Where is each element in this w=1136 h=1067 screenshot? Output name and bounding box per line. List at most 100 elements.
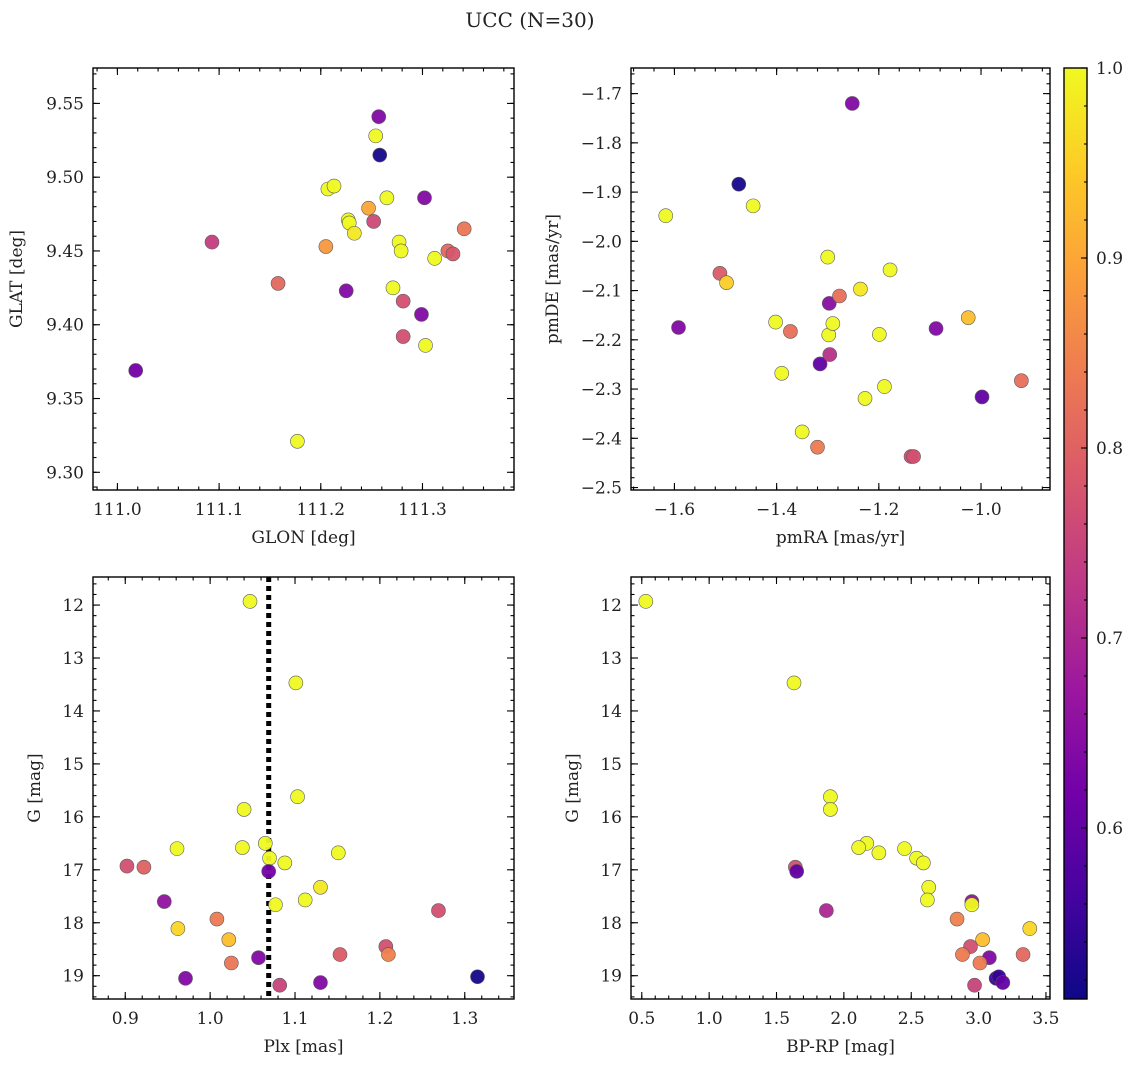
panel-bprp-g: 0.5 1.0 1.5 2.0 2.5 3.0 3.5 12 13 14 15 16 17 18 19 BP-… bbox=[563, 576, 1059, 1057]
y-tick-label: 18 bbox=[62, 914, 84, 934]
scatter-point bbox=[906, 449, 921, 464]
scatter-point bbox=[810, 439, 825, 455]
scatter-point bbox=[995, 975, 1011, 990]
scatter-point bbox=[920, 892, 935, 908]
scatter-point bbox=[928, 321, 944, 336]
scatter-point bbox=[745, 198, 761, 214]
x-axis-label: BP-RP [mag] bbox=[786, 1037, 895, 1057]
scatter-point bbox=[313, 975, 328, 990]
scatter-point bbox=[290, 789, 305, 805]
scatter-point bbox=[972, 955, 988, 971]
y-tick-label: 12 bbox=[62, 596, 84, 616]
colorbar-tick-label: 0.7 bbox=[1096, 629, 1123, 649]
scatter-point bbox=[288, 675, 304, 691]
x-tick-label: 0.5 bbox=[628, 1009, 655, 1029]
scatter-point bbox=[949, 911, 965, 927]
scatter-point bbox=[270, 276, 286, 291]
scatter-point bbox=[456, 221, 472, 237]
scatter-point bbox=[318, 239, 334, 254]
scatter-point bbox=[916, 855, 931, 871]
scatter-point bbox=[768, 314, 783, 330]
x-tick-label: 1.0 bbox=[197, 1009, 224, 1029]
scatter-point bbox=[332, 947, 348, 962]
scatter-point bbox=[822, 347, 838, 362]
x-tick-label: 1.0 bbox=[696, 1009, 723, 1029]
y-tick-label: −2.2 bbox=[581, 331, 622, 351]
y-tick-label: 17 bbox=[62, 861, 84, 881]
y-tick-label: 17 bbox=[600, 861, 622, 881]
scatter-point bbox=[794, 424, 810, 440]
scatter-point bbox=[268, 897, 283, 913]
scatter-point bbox=[819, 903, 834, 918]
scatter-point bbox=[417, 190, 432, 206]
scatter-point bbox=[658, 208, 674, 224]
scatter-point bbox=[242, 594, 258, 609]
x-tick-label: −1.0 bbox=[960, 500, 1001, 520]
scatter-point bbox=[427, 251, 442, 266]
x-tick-label: 1.2 bbox=[366, 1009, 393, 1029]
y-tick-label: 13 bbox=[62, 649, 84, 669]
scatter-point bbox=[414, 307, 429, 322]
y-tick-label: −1.8 bbox=[581, 134, 622, 154]
y-tick-label: −2.5 bbox=[581, 479, 622, 499]
scatter-point bbox=[221, 932, 237, 947]
scatter-point bbox=[671, 320, 686, 335]
y-tick-label: 9.40 bbox=[46, 316, 84, 336]
axes-frame bbox=[92, 576, 515, 1000]
scatter-point bbox=[209, 911, 225, 927]
y-tick-label: 14 bbox=[600, 702, 622, 722]
scatter-point bbox=[347, 225, 362, 241]
y-tick-label: 14 bbox=[62, 702, 84, 722]
y-tick-label: 15 bbox=[600, 755, 622, 775]
x-tick-label: 0.9 bbox=[112, 1009, 139, 1029]
y-tick-label: −1.9 bbox=[581, 183, 622, 203]
y-tick-label: −2.4 bbox=[581, 429, 622, 449]
scatter-point bbox=[381, 947, 396, 962]
scatter-point bbox=[258, 836, 273, 851]
scatter-point bbox=[823, 802, 838, 817]
y-tick-label: 16 bbox=[600, 808, 622, 828]
scatter-point bbox=[470, 969, 485, 985]
scatter-point bbox=[921, 879, 937, 895]
scatter-point bbox=[731, 176, 747, 192]
scatter-point bbox=[169, 841, 185, 856]
scatter-point bbox=[277, 855, 293, 871]
colorbar: 0.6 0.7 0.8 0.9 1.0 bbox=[1063, 59, 1123, 1000]
scatter-point bbox=[393, 243, 409, 259]
scatter-point bbox=[366, 214, 381, 229]
panel-glon-glat: 111.0 111.1 111.2 111.3 9.30 9.35 9.40 9.45 9.50… bbox=[7, 67, 515, 548]
scatter-point bbox=[372, 147, 388, 163]
scatter-point bbox=[832, 288, 847, 304]
scatter-point bbox=[844, 96, 860, 111]
scatter-point bbox=[431, 903, 446, 918]
scatter-point bbox=[272, 977, 288, 993]
y-tick-label: −2.0 bbox=[581, 232, 622, 252]
x-tick-label: 111.0 bbox=[93, 500, 142, 520]
x-tick-label: 111.3 bbox=[398, 500, 447, 520]
panel-pmra-pmde: −1.6 −1.4 −1.2 −1.0 −2.5 −2.4 −2.3 −2.2 −2.1 −2.0… bbox=[543, 67, 1051, 548]
scatter-point bbox=[261, 864, 276, 879]
scatter-point bbox=[297, 892, 313, 908]
scatter-point bbox=[872, 327, 887, 342]
scatter-point bbox=[812, 356, 828, 372]
scatter-point bbox=[1022, 921, 1038, 936]
scatter-point bbox=[638, 594, 654, 609]
scatter-point bbox=[326, 178, 342, 194]
scatter-point bbox=[251, 950, 266, 966]
scatter-point bbox=[964, 897, 980, 913]
scatter-point bbox=[395, 329, 411, 344]
colorbar-tick-label: 0.9 bbox=[1096, 249, 1123, 269]
scatter-point bbox=[371, 109, 387, 124]
y-tick-label: 9.35 bbox=[46, 390, 84, 410]
scatter-point bbox=[178, 971, 193, 986]
y-tick-label: 15 bbox=[62, 755, 84, 775]
scatter-point bbox=[338, 283, 354, 299]
scatter-point bbox=[385, 280, 401, 296]
scatter-point bbox=[825, 316, 841, 331]
x-tick-label: 111.2 bbox=[296, 500, 345, 520]
x-tick-label: 1.5 bbox=[763, 1009, 790, 1029]
x-tick-label: 3.5 bbox=[1032, 1009, 1059, 1029]
scatter-point bbox=[851, 840, 866, 855]
scatter-point bbox=[897, 841, 912, 856]
